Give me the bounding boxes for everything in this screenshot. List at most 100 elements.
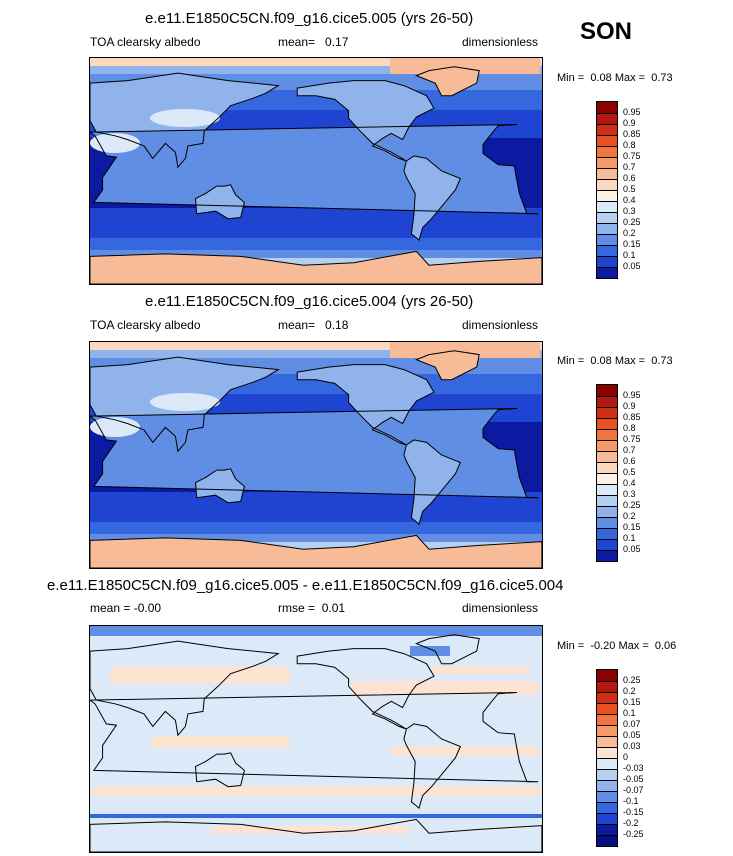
colorbar-box xyxy=(597,146,617,157)
colorbar-box xyxy=(597,385,617,396)
colorbar-box xyxy=(597,824,617,835)
coastline xyxy=(90,124,539,215)
negative-anomaly xyxy=(90,814,542,818)
land-region xyxy=(195,184,245,219)
colorbar-tick-label: 0.25 xyxy=(623,217,641,227)
colorbar-box xyxy=(597,791,617,802)
colorbar-box xyxy=(597,245,617,256)
colorbar-tick-label: 0.75 xyxy=(623,434,641,444)
colorbar-tick-label: 0.85 xyxy=(623,412,641,422)
desert-region xyxy=(150,393,220,411)
colorbar-box xyxy=(597,135,617,146)
panel-1-minmax: Min = 0.08 Max = 0.73 xyxy=(557,72,673,84)
colorbar-box xyxy=(597,212,617,223)
coastline xyxy=(415,634,480,665)
panel-2-min-value: 0.08 xyxy=(590,355,612,367)
colorbar-tick-label: -0.15 xyxy=(623,807,644,817)
colorbar-tick-label: 0.95 xyxy=(623,390,641,400)
colorbar-box xyxy=(597,736,617,747)
desert-region xyxy=(90,133,140,153)
colorbar-tick-label: 0.05 xyxy=(623,261,641,271)
panel-2-mean-value: 0.18 xyxy=(325,318,349,332)
land-region xyxy=(297,364,434,445)
colorbar-box xyxy=(597,179,617,190)
colorbar-box xyxy=(597,725,617,736)
negative-anomaly xyxy=(90,626,542,636)
colorbar-box xyxy=(597,190,617,201)
colorbar-tick-label: 0.85 xyxy=(623,129,641,139)
colorbar-tick-label: 0.9 xyxy=(623,401,636,411)
panel-2-mean: mean= 0.18 xyxy=(278,318,348,332)
panel-3-units: dimensionless xyxy=(462,601,539,615)
colorbar-tick-label: 0.25 xyxy=(623,675,641,685)
sea-ice-region xyxy=(390,342,540,358)
panel-2-variable: TOA clearsky albedo xyxy=(90,318,201,332)
zonal-band xyxy=(90,238,542,250)
colorbar-box xyxy=(597,113,617,124)
colorbar-box xyxy=(597,234,617,245)
colorbar-box xyxy=(597,506,617,517)
colorbar-tick-label: 0.95 xyxy=(623,107,641,117)
colorbar-tick-label: 0.6 xyxy=(623,456,636,466)
panel-2-min-label: Min = xyxy=(557,355,585,367)
colorbar-tick-label: -0.05 xyxy=(623,774,644,784)
coastline xyxy=(403,439,462,525)
zonal-band xyxy=(90,534,542,542)
colorbar-box xyxy=(597,780,617,791)
colorbar-tick-label: -0.2 xyxy=(623,818,639,828)
land-region xyxy=(297,80,434,161)
colorbar-box xyxy=(597,747,617,758)
colorbar-tick-label: -0.03 xyxy=(623,763,644,773)
colorbar-tick-label: 0.1 xyxy=(623,708,636,718)
colorbar-tick-label: 0.05 xyxy=(623,730,641,740)
panel-3-min-label: Min = xyxy=(557,640,585,652)
panel-3-max-value: 0.06 xyxy=(654,640,677,652)
panel-2-map xyxy=(89,341,543,569)
colorbar-box xyxy=(597,484,617,495)
coastline xyxy=(194,184,245,220)
coastline xyxy=(90,408,539,499)
panel-3-colorbar xyxy=(596,669,618,847)
coastline xyxy=(415,350,480,381)
coastline xyxy=(90,72,280,169)
colorbar-tick-label: 0.25 xyxy=(623,500,641,510)
panel-1-map xyxy=(89,57,543,285)
negative-anomaly xyxy=(410,646,450,656)
colorbar-box xyxy=(597,769,617,780)
colorbar-box xyxy=(597,102,617,113)
sea-ice-region xyxy=(390,58,540,74)
colorbar-tick-label: 0.7 xyxy=(623,162,636,172)
zonal-band xyxy=(90,542,542,550)
panel-2-max-value: 0.73 xyxy=(651,355,673,367)
colorbar-tick-label: 0.7 xyxy=(623,445,636,455)
coastline xyxy=(90,818,542,852)
colorbar-tick-label: 0.4 xyxy=(623,195,636,205)
panel-1-title: e.e11.E1850C5CN.f09_g16.cice5.005 (yrs 2… xyxy=(145,10,474,27)
positive-anomaly xyxy=(210,826,410,834)
land-region xyxy=(195,468,245,503)
panel-3-title: e.e11.E1850C5CN.f09_g16.cice5.005 - e.e1… xyxy=(47,577,564,594)
colorbar-tick-label: 0.5 xyxy=(623,184,636,194)
colorbar-box xyxy=(597,157,617,168)
coastline xyxy=(403,155,462,241)
colorbar-box xyxy=(597,758,617,769)
colorbar-box xyxy=(597,539,617,550)
coastline xyxy=(90,692,539,783)
land-region xyxy=(90,408,539,498)
colorbar-tick-label: -0.25 xyxy=(623,829,644,839)
colorbar-box xyxy=(597,495,617,506)
colorbar-tick-label: 0.3 xyxy=(623,206,636,216)
colorbar-box xyxy=(597,440,617,451)
coastline xyxy=(296,364,435,446)
zonal-band xyxy=(90,258,542,266)
colorbar-tick-label: 0.2 xyxy=(623,511,636,521)
colorbar-tick-label: 0.6 xyxy=(623,173,636,183)
zonal-band xyxy=(90,350,542,358)
zonal-band xyxy=(90,208,542,238)
colorbar-tick-label: 0.8 xyxy=(623,423,636,433)
colorbar-tick-label: -0.07 xyxy=(623,785,644,795)
colorbar-tick-label: 0.2 xyxy=(623,228,636,238)
positive-anomaly xyxy=(430,666,530,674)
panel-3-rmse-value: 0.01 xyxy=(321,601,346,615)
colorbar-tick-label: 0.75 xyxy=(623,151,641,161)
